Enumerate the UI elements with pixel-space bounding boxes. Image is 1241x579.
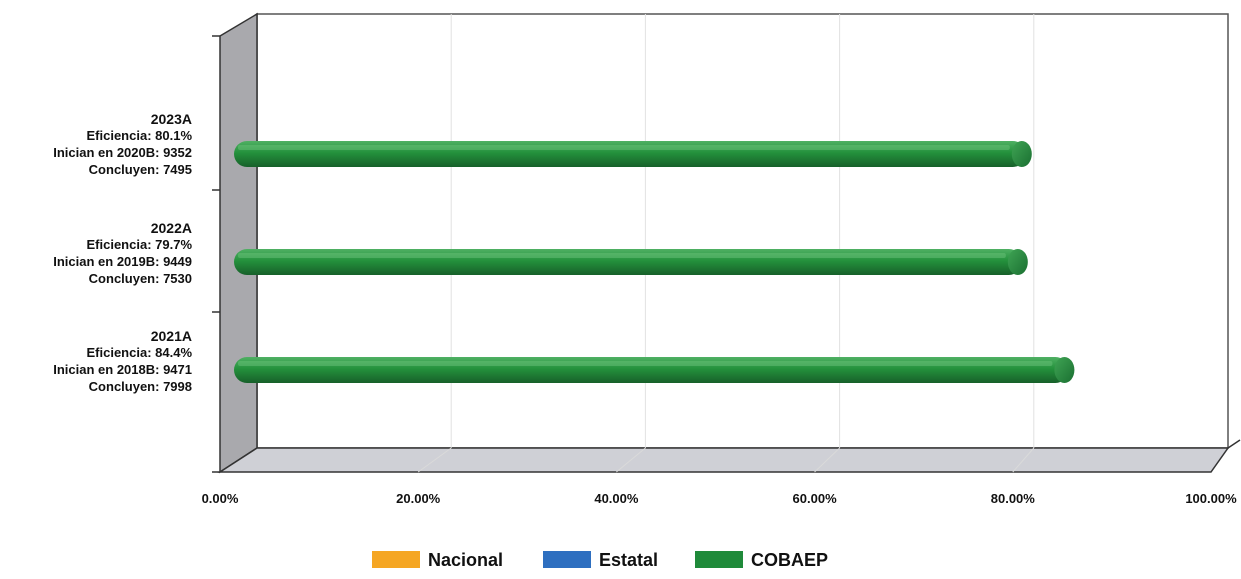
legend-item-nacional: Nacional: [372, 550, 503, 570]
legend-item-estatal: Estatal: [543, 550, 658, 570]
category-detail: Eficiencia: 80.1%: [87, 128, 193, 143]
x-tick-label: 80.00%: [991, 491, 1036, 506]
category-detail: Inician en 2020B: 9352: [53, 145, 192, 160]
bar-body: [234, 357, 1069, 383]
bar-highlight: [238, 145, 1010, 150]
category-detail: Eficiencia: 79.7%: [87, 237, 193, 252]
category-detail: Concluyen: 7530: [89, 271, 192, 286]
category-detail: Inician en 2018B: 9471: [53, 362, 192, 377]
legend-swatch: [372, 551, 420, 568]
bar-cap: [1007, 249, 1028, 275]
category-detail: Concluyen: 7495: [89, 162, 192, 177]
bar-cap: [1054, 357, 1075, 383]
bar-cap: [1011, 141, 1032, 167]
legend-swatch: [543, 551, 591, 568]
legend-swatch: [695, 551, 743, 568]
bar-highlight: [238, 361, 1053, 366]
bar-body: [234, 249, 1022, 275]
x-tick-label: 20.00%: [396, 491, 441, 506]
x-tick-label: 40.00%: [594, 491, 639, 506]
legend-label: COBAEP: [751, 550, 828, 570]
bar-cobaep: [234, 357, 1075, 383]
floor-grid-line: [616, 447, 646, 473]
floor-grid-line: [814, 447, 840, 473]
category-title: 2021A: [151, 328, 192, 344]
legend-label: Estatal: [599, 550, 658, 570]
category-detail: Concluyen: 7998: [89, 379, 192, 394]
category-detail: Inician en 2019B: 9449: [53, 254, 192, 269]
legend: Nacional Estatal COBAEP: [372, 550, 828, 570]
legend-item-cobaep: COBAEP: [695, 550, 828, 570]
bar-cobaep: [234, 249, 1028, 275]
floor-grid-line: [1012, 447, 1035, 473]
side-wall: [219, 12, 258, 474]
legend-label: Nacional: [428, 550, 503, 570]
bar-cobaep: [234, 141, 1032, 167]
category-title: 2022A: [151, 220, 192, 236]
bar-body: [234, 141, 1026, 167]
floor-grid-line: [417, 447, 452, 473]
bars: [234, 141, 1075, 383]
category-title: 2023A: [151, 111, 192, 127]
bar-highlight: [238, 253, 1006, 258]
floor: [217, 447, 1230, 473]
floor-edge: [1227, 439, 1241, 449]
x-axis-ticks: 0.00% 20.00% 40.00% 60.00% 80.00% 100.00%: [202, 491, 1238, 506]
category-detail: Eficiencia: 84.4%: [87, 345, 193, 360]
x-tick-label: 100.00%: [1185, 491, 1237, 506]
x-tick-label: 60.00%: [793, 491, 838, 506]
chart-frame: [212, 12, 1241, 474]
x-tick-label: 0.00%: [202, 491, 239, 506]
